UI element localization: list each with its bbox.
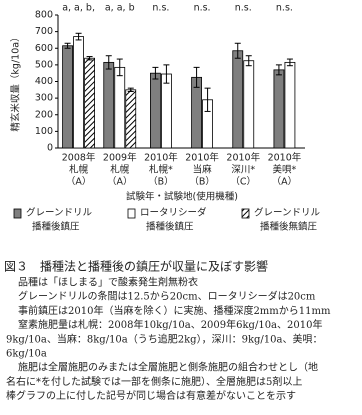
caption-note: 窒素施肥量は札幌：2008年10kg/10a、2009年6kg/10a、2010…	[18, 318, 322, 331]
bar	[125, 89, 137, 149]
caption-note: 9kg/10a、当麻：8kg/10a（うち追肥2kg），深川：9kg/10a、美…	[6, 332, 322, 345]
bar	[161, 73, 172, 149]
caption-note: 品種は「ほしまる」で酸素発生剤無粉衣	[18, 276, 198, 289]
error-bar	[245, 55, 252, 67]
x-tick-label: 深川*	[231, 165, 255, 176]
bar	[62, 45, 73, 149]
significance-label: a, a, b	[105, 3, 135, 14]
error-bar	[75, 32, 82, 41]
y-tick-label: 100	[35, 126, 53, 137]
y-tick-label: 500	[35, 59, 53, 70]
y-tick-label: 600	[35, 43, 53, 54]
bar	[114, 66, 126, 149]
error-bar	[204, 87, 211, 112]
x-tick-label: （B）	[148, 176, 174, 188]
x-tick-label: （C）	[230, 176, 256, 188]
caption-note: 事前鎮圧は2010年（当麻を除く）に実施、播種深度2mmから11mm	[18, 304, 331, 317]
x-tick-label: （A）	[272, 176, 298, 188]
significance-label: a, a, b,	[62, 3, 95, 14]
significance-label: n.s.	[194, 3, 211, 14]
x-tick-label: （B）	[189, 176, 215, 188]
x-tick-label: 2009年	[103, 152, 137, 164]
error-bar	[163, 64, 170, 84]
legend-label: グレーンドリル	[254, 207, 321, 219]
x-tick-label: （A）	[107, 176, 133, 188]
x-tick-label: 札幌*	[149, 164, 173, 176]
error-bar	[105, 55, 112, 70]
bar	[73, 36, 84, 149]
x-tick-label: 美唄*	[273, 164, 297, 176]
x-tick-label: 2010年	[144, 152, 178, 164]
caption-note: 6kg/10a	[6, 349, 47, 360]
y-tick-label: 0	[47, 143, 53, 154]
bar	[84, 57, 95, 149]
error-bar	[64, 42, 71, 49]
bar	[273, 69, 285, 149]
bar	[191, 76, 202, 149]
error-bar	[193, 66, 200, 88]
y-tick-label: 800	[35, 10, 53, 21]
caption-note: グレーンドリルの条間は12.5から20cm、ロータリシーダは20cm	[18, 290, 316, 303]
x-tick-label: 2010年	[226, 152, 260, 164]
y-tick-label: 300	[35, 93, 53, 104]
x-tick-label: 2008年	[62, 152, 96, 164]
error-bar	[86, 56, 93, 61]
error-bar	[275, 64, 282, 76]
x-tick-label: 当麻	[193, 164, 213, 176]
error-bar	[234, 42, 241, 59]
error-bar	[152, 66, 159, 80]
significance-label: n.s.	[276, 3, 293, 14]
caption-title: 図３ 播種法と播種後の鎮圧が収量に及ぼす影響	[4, 259, 268, 274]
error-bar	[116, 58, 123, 77]
y-tick-label: 700	[35, 26, 53, 37]
caption-note: 施肥は全層施肥のみまたは全層施肥と側条施肥の組合わせとし（地	[18, 361, 318, 374]
legend-swatch	[13, 208, 22, 219]
y-tick-label: 400	[35, 76, 53, 87]
bar	[150, 72, 161, 149]
x-tick-label: （A）	[66, 176, 92, 188]
legend-swatch	[241, 208, 250, 219]
legend-label: ロータリシーダ	[140, 207, 207, 219]
caption-note: 棒グラフの上に付した記号が同じ場合は有意差がないことを示す	[6, 389, 296, 402]
x-axis-label: 試験年・試験地(使用機種)	[126, 191, 238, 203]
bar	[243, 60, 255, 149]
x-tick-label: 2010年	[185, 152, 219, 164]
x-tick-label: 2010年	[268, 152, 302, 164]
error-bar	[127, 87, 134, 92]
x-tick-label: 札幌	[69, 164, 89, 176]
caption-note: 名右に*を付した試験では一部を側条に施肥）、全層施肥は5剤以上	[6, 375, 302, 388]
legend-label: グレーンドリル	[26, 207, 93, 219]
error-bar	[286, 58, 293, 67]
y-tick-label: 200	[35, 109, 53, 120]
bar	[232, 50, 244, 149]
legend-label: 播種後無鎮圧	[260, 221, 318, 233]
caption: 図３ 播種法と播種後の鎮圧が収量に及ぼす影響 品種は「ほしまる」で酸素発生剤無粉…	[4, 259, 331, 403]
bar	[103, 61, 115, 149]
significance-label: n.s.	[152, 3, 169, 14]
y-axis-label: 精玄米収量（kg/10a）	[10, 32, 22, 131]
x-tick-label: 札幌	[110, 164, 130, 176]
legend-label: 播種後鎮圧	[146, 221, 194, 233]
legend-swatch	[127, 208, 136, 219]
bar	[284, 61, 296, 149]
significance-label: n.s.	[235, 3, 252, 14]
legend-label: 播種後鎮圧	[32, 221, 80, 233]
